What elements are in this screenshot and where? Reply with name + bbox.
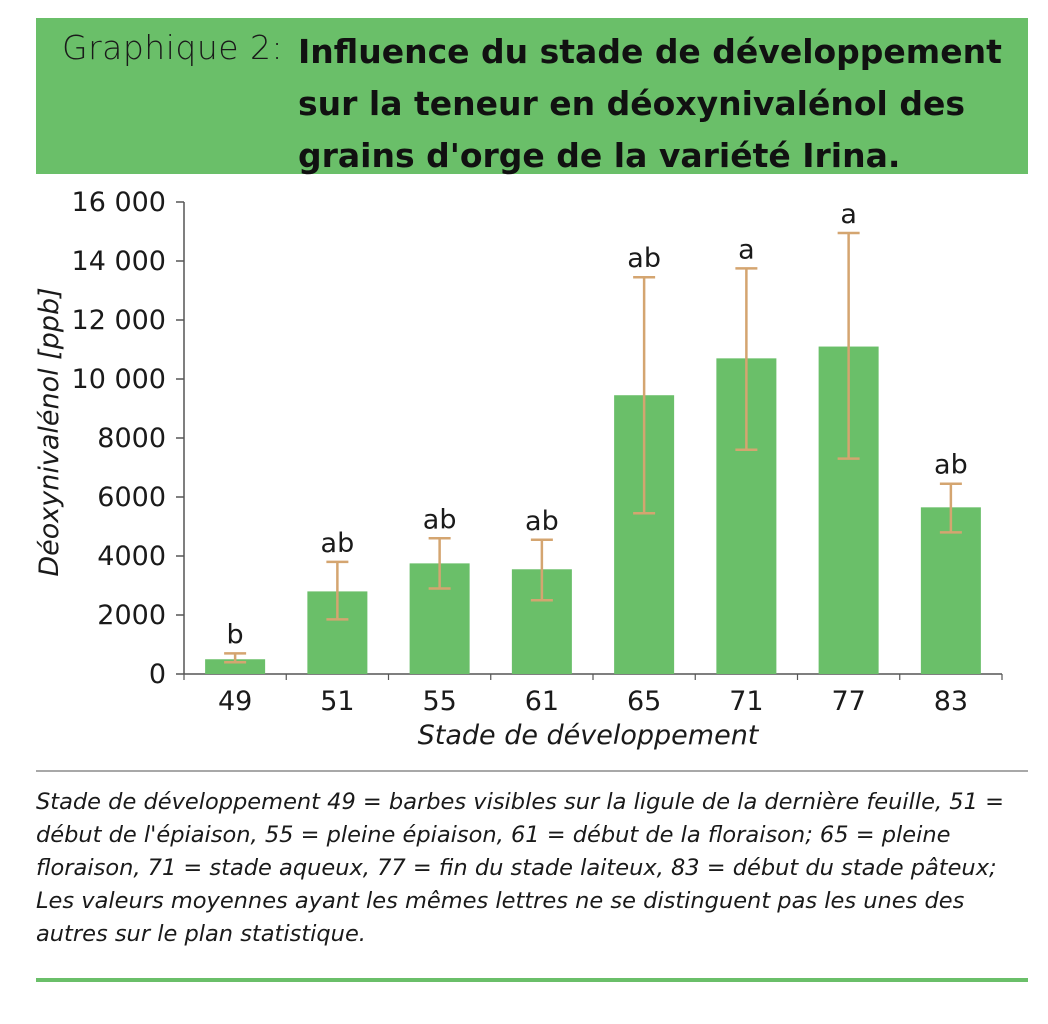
x-tick-label: 65: [627, 686, 661, 717]
x-tick-label: 51: [320, 686, 354, 717]
chart-label: Graphique 2:: [62, 28, 284, 67]
bars: [205, 346, 981, 674]
bar-chart: 0 2000 4000 6000 8000 10 000 12 000 14 000 16 00…: [34, 187, 1003, 751]
significance-letter: ab: [321, 528, 355, 559]
significance-letter: ab: [934, 450, 968, 481]
chart-caption: Stade de développement 49 = barbes visib…: [36, 789, 1004, 947]
x-tick-label: 49: [218, 686, 252, 717]
significance-letter: a: [738, 234, 755, 265]
significance-letter: b: [227, 619, 244, 650]
significance-letter: ab: [525, 506, 559, 537]
y-tick-label: 16 000: [72, 187, 166, 218]
y-tick-label: 2000: [97, 600, 166, 631]
bar-83: [920, 507, 981, 674]
bar-49: [205, 659, 266, 674]
y-tick-label: 4000: [97, 541, 166, 572]
y-axis: 0 2000 4000 6000 8000 10 000 12 000 14 000 16 00…: [72, 187, 185, 690]
x-axis: 49 51 55 61 65 71 77 83: [183, 673, 1003, 717]
significance-letter: ab: [423, 504, 457, 535]
significance-letters: b ab ab ab ab a a ab: [227, 199, 968, 650]
significance-letter: ab: [627, 243, 661, 274]
significance-letter: a: [840, 199, 857, 230]
y-tick-label: 0: [149, 659, 166, 690]
caption-divider: [36, 770, 1028, 772]
x-tick-label: 61: [525, 686, 559, 717]
y-axis-title: Déoxynivalénol [ppb]: [34, 287, 65, 576]
x-tick-label: 77: [831, 686, 865, 717]
y-tick-label: 10 000: [72, 364, 166, 395]
footer-rule: [36, 978, 1028, 982]
chart-header: Graphique 2: Influence du stade de dével…: [36, 18, 1028, 175]
x-tick-label: 55: [422, 686, 456, 717]
x-tick-label: 71: [729, 686, 763, 717]
error-bars: [224, 231, 962, 664]
chart-title: Influence du stade de développement sur …: [298, 32, 1002, 175]
y-tick-label: 14 000: [72, 246, 166, 277]
y-tick-label: 6000: [97, 482, 166, 513]
x-axis-title: Stade de développement: [418, 720, 760, 751]
y-tick-label: 12 000: [72, 305, 166, 336]
x-tick-label: 83: [934, 686, 968, 717]
y-tick-label: 8000: [97, 423, 166, 454]
